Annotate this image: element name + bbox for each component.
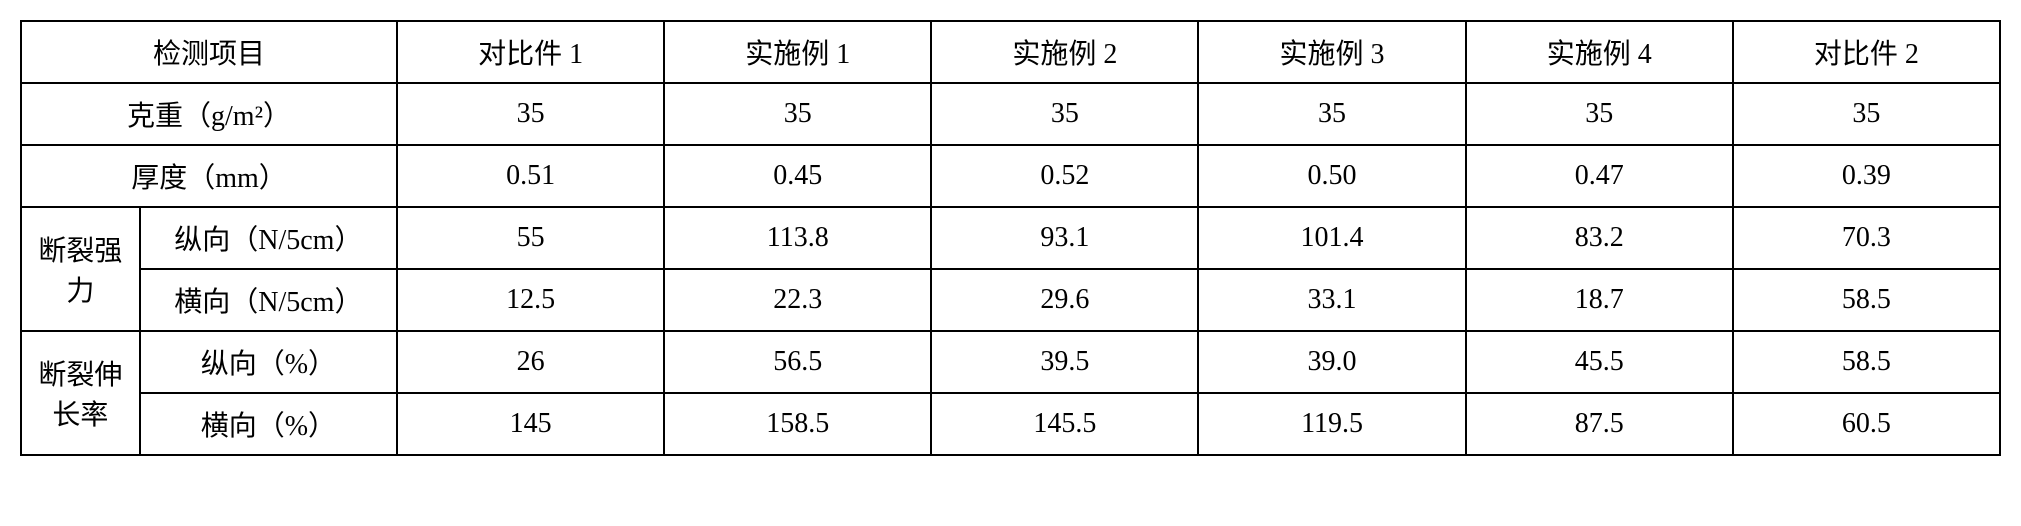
cell-value: 39.0	[1198, 331, 1465, 393]
header-comp1: 对比件 1	[397, 21, 664, 83]
table-row: 断裂伸长率 纵向（%） 26 56.5 39.5 39.0 45.5 58.5	[21, 331, 2000, 393]
header-ex4: 实施例 4	[1466, 21, 1733, 83]
cell-value: 35	[1198, 83, 1465, 145]
row-label-el-transverse: 横向（%）	[140, 393, 397, 455]
header-ex2: 实施例 2	[931, 21, 1198, 83]
cell-value: 39.5	[931, 331, 1198, 393]
data-table: 检测项目 对比件 1 实施例 1 实施例 2 实施例 3 实施例 4 对比件 2…	[20, 20, 2001, 456]
cell-value: 55	[397, 207, 664, 269]
header-test-item: 检测项目	[21, 21, 397, 83]
cell-value: 83.2	[1466, 207, 1733, 269]
cell-value: 35	[1733, 83, 2000, 145]
table-row: 断裂强力 纵向（N/5cm） 55 113.8 93.1 101.4 83.2 …	[21, 207, 2000, 269]
cell-value: 158.5	[664, 393, 931, 455]
cell-value: 0.45	[664, 145, 931, 207]
row-label-thickness: 厚度（mm）	[21, 145, 397, 207]
cell-value: 145	[397, 393, 664, 455]
cell-value: 70.3	[1733, 207, 2000, 269]
row-group-elongation: 断裂伸长率	[21, 331, 140, 455]
row-group-break-strength: 断裂强力	[21, 207, 140, 331]
row-label-bs-longitudinal: 纵向（N/5cm）	[140, 207, 397, 269]
cell-value: 119.5	[1198, 393, 1465, 455]
cell-value: 33.1	[1198, 269, 1465, 331]
cell-value: 35	[664, 83, 931, 145]
cell-value: 87.5	[1466, 393, 1733, 455]
row-label-bs-transverse: 横向（N/5cm）	[140, 269, 397, 331]
cell-value: 101.4	[1198, 207, 1465, 269]
cell-value: 145.5	[931, 393, 1198, 455]
header-ex3: 实施例 3	[1198, 21, 1465, 83]
header-ex1: 实施例 1	[664, 21, 931, 83]
cell-value: 35	[1466, 83, 1733, 145]
table-row: 厚度（mm） 0.51 0.45 0.52 0.50 0.47 0.39	[21, 145, 2000, 207]
cell-value: 60.5	[1733, 393, 2000, 455]
row-label-weight: 克重（g/m²）	[21, 83, 397, 145]
cell-value: 35	[397, 83, 664, 145]
cell-value: 93.1	[931, 207, 1198, 269]
cell-value: 29.6	[931, 269, 1198, 331]
cell-value: 26	[397, 331, 664, 393]
table-row: 横向（%） 145 158.5 145.5 119.5 87.5 60.5	[21, 393, 2000, 455]
cell-value: 12.5	[397, 269, 664, 331]
table-row: 横向（N/5cm） 12.5 22.3 29.6 33.1 18.7 58.5	[21, 269, 2000, 331]
cell-value: 22.3	[664, 269, 931, 331]
cell-value: 0.39	[1733, 145, 2000, 207]
cell-value: 0.51	[397, 145, 664, 207]
header-comp2: 对比件 2	[1733, 21, 2000, 83]
cell-value: 113.8	[664, 207, 931, 269]
header-row: 检测项目 对比件 1 实施例 1 实施例 2 实施例 3 实施例 4 对比件 2	[21, 21, 2000, 83]
cell-value: 0.52	[931, 145, 1198, 207]
cell-value: 58.5	[1733, 269, 2000, 331]
cell-value: 56.5	[664, 331, 931, 393]
cell-value: 0.47	[1466, 145, 1733, 207]
cell-value: 58.5	[1733, 331, 2000, 393]
cell-value: 0.50	[1198, 145, 1465, 207]
cell-value: 45.5	[1466, 331, 1733, 393]
table-row: 克重（g/m²） 35 35 35 35 35 35	[21, 83, 2000, 145]
cell-value: 35	[931, 83, 1198, 145]
cell-value: 18.7	[1466, 269, 1733, 331]
row-label-el-longitudinal: 纵向（%）	[140, 331, 397, 393]
